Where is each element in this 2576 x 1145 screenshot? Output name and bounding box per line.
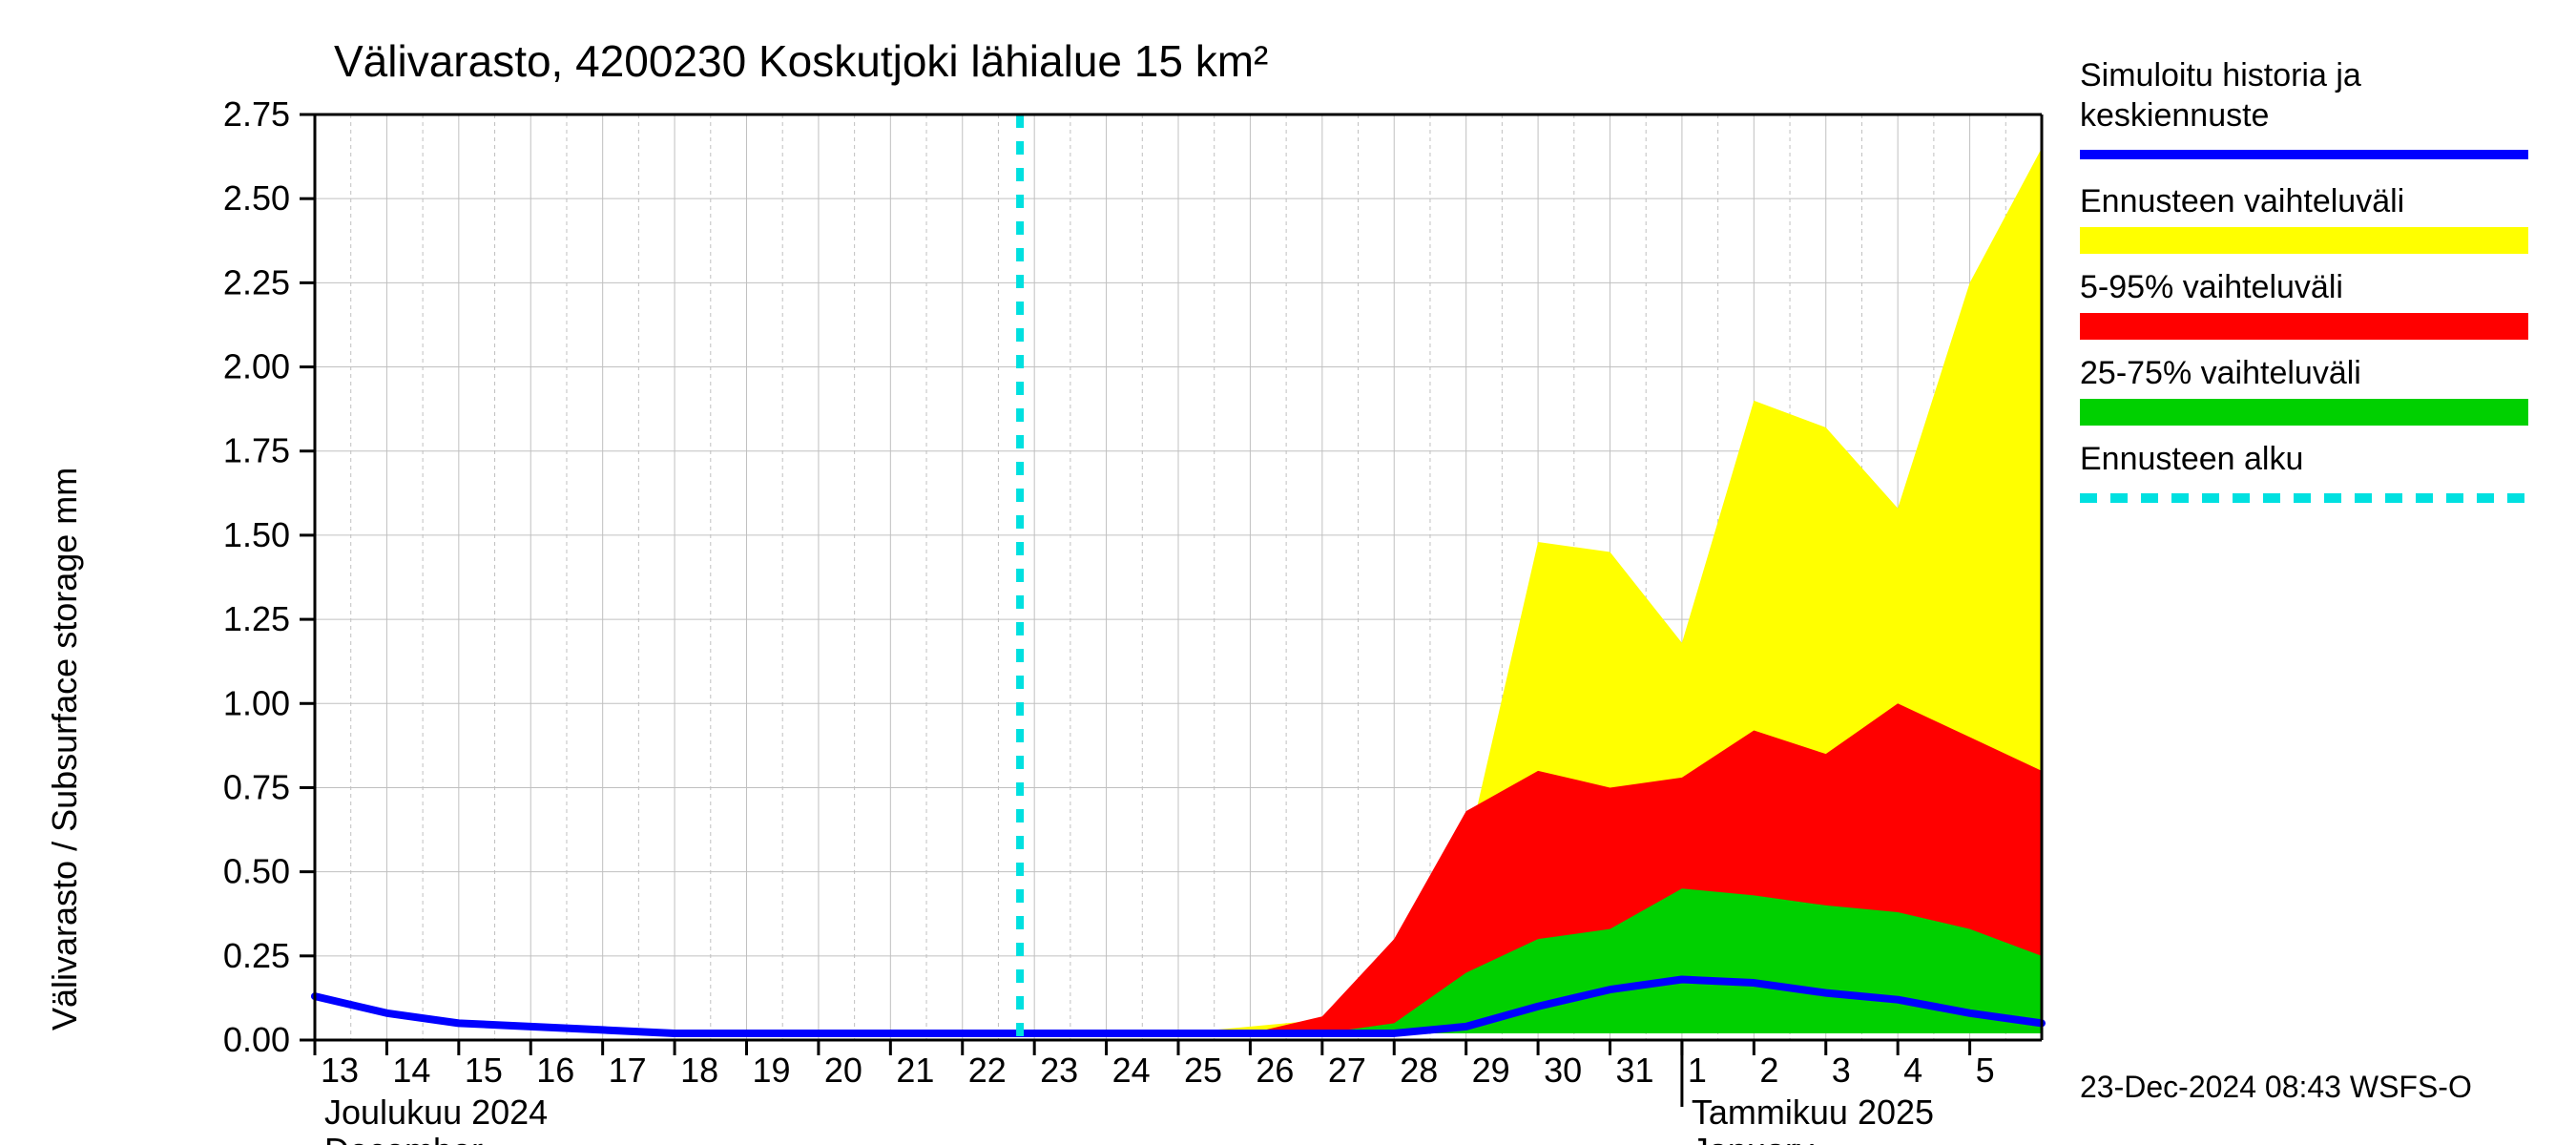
svg-text:27: 27 xyxy=(1328,1051,1366,1090)
forecast-chart: 0.00 0.25 0.50 0.75 1.00 1.25 1.50 1.75 2.00 2.25… xyxy=(0,0,2576,1145)
legend-label: Ennusteen vaihteluväli xyxy=(2080,183,2404,219)
svg-text:0.00: 0.00 xyxy=(223,1020,290,1059)
svg-text:13: 13 xyxy=(321,1051,359,1090)
svg-text:22: 22 xyxy=(968,1051,1007,1090)
svg-text:4: 4 xyxy=(1903,1051,1922,1090)
svg-text:23: 23 xyxy=(1040,1051,1078,1090)
svg-text:30: 30 xyxy=(1544,1051,1582,1090)
month-fi-right: Tammikuu 2025 xyxy=(1692,1093,1934,1132)
month-en-right: January xyxy=(1692,1131,1814,1145)
chart-container: { "chart": { "type": "area-line-forecast… xyxy=(0,0,2576,1145)
svg-text:keskiennuste: keskiennuste xyxy=(2080,97,2269,134)
svg-text:26: 26 xyxy=(1256,1051,1294,1090)
svg-text:2.75: 2.75 xyxy=(223,94,290,134)
svg-text:1.00: 1.00 xyxy=(223,683,290,722)
month-fi-left: Joulukuu 2024 xyxy=(324,1093,548,1132)
svg-text:25: 25 xyxy=(1184,1051,1222,1090)
footer-timestamp: 23-Dec-2024 08:43 WSFS-O xyxy=(2080,1070,2472,1104)
month-en-left: December xyxy=(324,1131,483,1145)
svg-text:2.25: 2.25 xyxy=(223,262,290,302)
svg-text:1.75: 1.75 xyxy=(223,431,290,470)
svg-text:0.25: 0.25 xyxy=(223,936,290,975)
legend-label: 5-95% vaihteluväli xyxy=(2080,269,2343,305)
svg-text:14: 14 xyxy=(392,1051,430,1090)
svg-text:16: 16 xyxy=(536,1051,574,1090)
svg-text:2.00: 2.00 xyxy=(223,347,290,386)
svg-text:0.50: 0.50 xyxy=(223,852,290,891)
svg-text:1: 1 xyxy=(1688,1051,1707,1090)
svg-text:24: 24 xyxy=(1112,1051,1151,1090)
legend-label: Ennusteen alku xyxy=(2080,441,2303,477)
y-axis-label: Välivarasto / Subsurface storage mm xyxy=(45,468,84,1030)
svg-text:20: 20 xyxy=(824,1051,862,1090)
svg-text:2: 2 xyxy=(1759,1051,1778,1090)
svg-text:15: 15 xyxy=(465,1051,503,1090)
svg-text:31: 31 xyxy=(1616,1051,1654,1090)
svg-text:5: 5 xyxy=(1976,1051,1995,1090)
svg-text:17: 17 xyxy=(609,1051,647,1090)
legend-label: Simuloitu historia ja xyxy=(2080,57,2361,94)
svg-text:21: 21 xyxy=(896,1051,934,1090)
svg-text:2.50: 2.50 xyxy=(223,178,290,218)
legend-label: 25-75% vaihteluväli xyxy=(2080,355,2361,391)
chart-title: Välivarasto, 4200230 Koskutjoki lähialue… xyxy=(334,36,1268,86)
svg-text:1.50: 1.50 xyxy=(223,515,290,554)
svg-text:18: 18 xyxy=(680,1051,718,1090)
svg-text:28: 28 xyxy=(1400,1051,1438,1090)
svg-text:3: 3 xyxy=(1832,1051,1851,1090)
svg-text:19: 19 xyxy=(753,1051,791,1090)
svg-text:29: 29 xyxy=(1472,1051,1510,1090)
svg-text:0.75: 0.75 xyxy=(223,767,290,806)
svg-text:1.25: 1.25 xyxy=(223,599,290,638)
